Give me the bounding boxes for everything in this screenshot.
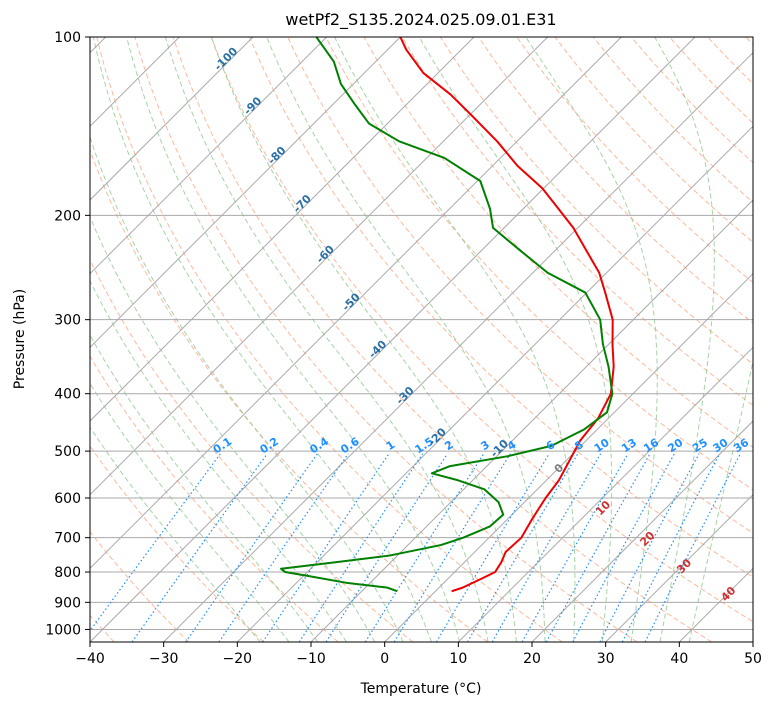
dewpoint-profile	[280, 37, 614, 593]
moist-adiabat	[90, 334, 319, 642]
isotherm-line	[90, 37, 622, 570]
mixing-ratio-line	[621, 453, 721, 642]
y-tick-label: 700	[54, 531, 81, 547]
moist-adiabat	[164, 37, 489, 642]
moist-adiabat	[92, 37, 432, 642]
dry-adiabat	[401, 37, 753, 406]
x-tick-label: 20	[523, 651, 541, 667]
dry-adiabat	[516, 37, 753, 284]
isotherm-line	[90, 37, 328, 275]
x-tick-label: 0	[380, 651, 389, 667]
dry-adiabat	[592, 37, 753, 203]
isotherm-line	[384, 272, 753, 642]
isotherm-line	[90, 37, 549, 496]
moist-adiabat	[525, 37, 658, 642]
dry-adiabat	[172, 37, 712, 642]
x-tick-label: −20	[223, 651, 253, 667]
dry-adiabat	[134, 37, 638, 642]
y-tick-label: 900	[54, 595, 81, 611]
isotherm-line	[531, 420, 753, 642]
y-tick-label: 800	[54, 565, 81, 581]
isotherm-line	[90, 37, 254, 201]
mixing-ratio-line	[298, 453, 424, 642]
moist-adiabat	[266, 37, 546, 642]
isotherm-line	[90, 37, 475, 422]
moist-adiabat	[688, 358, 753, 642]
temperature-profile	[399, 37, 615, 593]
y-tick-label: 300	[54, 313, 81, 329]
y-tick-label: 600	[54, 491, 81, 507]
mixing-ratio-line	[466, 453, 579, 642]
dry-adiabat	[90, 530, 190, 642]
isotherm-line	[236, 125, 753, 642]
dry-adiabat	[90, 148, 488, 642]
moist-adiabat	[90, 426, 261, 642]
mixing-ratio-line	[393, 453, 511, 642]
chart-title: wetPf2_S135.2024.025.09.01.E31	[285, 10, 556, 30]
mixing-ratio-line	[325, 453, 449, 642]
x-tick-label: −10	[296, 651, 326, 667]
moist-adiabat	[654, 37, 715, 642]
y-tick-label: 100	[54, 30, 81, 46]
dry-adiabat	[210, 37, 753, 623]
moist-adiabat	[334, 37, 576, 642]
dry-adiabat	[96, 37, 563, 642]
mixing-ratio-line	[644, 453, 741, 642]
moist-adiabat	[418, 37, 613, 642]
x-tick-label: 10	[449, 651, 467, 667]
mixing-ratio-line	[131, 453, 268, 642]
y-tick-label: 500	[54, 444, 81, 460]
x-tick-label: −30	[149, 651, 179, 667]
moist-adiabat	[90, 135, 404, 642]
x-tick-label: 40	[670, 651, 688, 667]
mixing-ratio-line	[90, 453, 222, 632]
profile-lines	[280, 37, 615, 593]
background-lines	[90, 37, 753, 642]
x-tick-label: 30	[597, 651, 615, 667]
mixing-ratio-line	[599, 453, 700, 642]
isotherm-line	[90, 37, 401, 349]
y-tick-label: 1000	[45, 622, 81, 638]
y-tick-label: 200	[54, 208, 81, 224]
x-axis-title: Temperature (°C)	[360, 681, 482, 697]
moist-adiabat	[126, 37, 461, 642]
x-axis: −40 −30 −20 −10 0 10 20 30 40 50	[75, 642, 762, 667]
x-tick-label: 50	[744, 651, 762, 667]
isotherm-line	[163, 51, 753, 642]
isotherm-line	[605, 493, 753, 642]
y-axis: 100 200 300 400 500 600 700 800 900 1000	[45, 30, 90, 638]
moist-adiabat	[210, 37, 517, 642]
moist-adiabat	[90, 382, 290, 642]
dry-adiabat	[90, 258, 414, 642]
plot-frame	[89, 36, 754, 643]
dry-adiabat	[325, 37, 753, 491]
x-tick-label: −40	[75, 651, 105, 667]
y-axis-title: Pressure (hPa)	[12, 289, 28, 389]
moist-adiabat	[90, 215, 376, 642]
mixing-ratio-line	[262, 453, 390, 642]
mixing-ratio-line	[435, 453, 550, 642]
mixing-ratio-line	[364, 453, 485, 642]
y-tick-label: 400	[54, 387, 81, 403]
dry-adiabat	[287, 37, 753, 534]
dry-adiabat	[363, 37, 753, 448]
dry-adiabat	[478, 37, 753, 324]
mixing-ratio-line	[491, 453, 602, 642]
dry-adiabat	[90, 355, 339, 642]
isotherm-line	[457, 346, 753, 642]
isotherm-line	[90, 37, 696, 642]
